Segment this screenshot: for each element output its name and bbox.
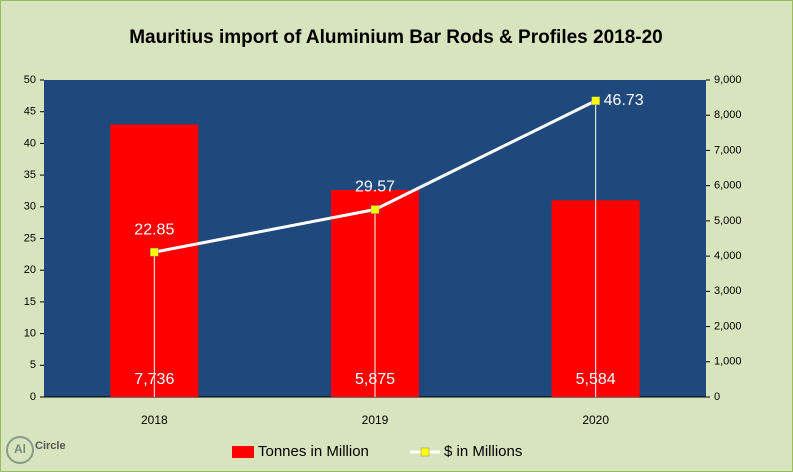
y-tick-label: 35 [24, 169, 36, 181]
y2-tick-label: 6,000 [714, 180, 742, 192]
x-tick-label: 2020 [582, 413, 609, 427]
y2-tick-label: 2,000 [714, 320, 742, 332]
y-tick-label: 15 [24, 296, 36, 308]
line-value-label: 22.85 [134, 221, 174, 238]
y2-tick-label: 0 [714, 391, 720, 403]
y-tick-label: 25 [24, 232, 36, 244]
y2-tick-label: 5,000 [714, 215, 742, 227]
logo-text: Circle [35, 440, 66, 452]
y-tick-label: 10 [24, 328, 36, 340]
legend-label: Tonnes in Million [258, 443, 369, 460]
line-value-label: 29.57 [355, 179, 395, 196]
chart-title: Mauritius import of Aluminium Bar Rods &… [129, 27, 663, 48]
logo-mark: Al [14, 442, 26, 456]
y-tick-label: 50 [24, 74, 36, 86]
line-marker [591, 96, 600, 105]
y2-tick-label: 4,000 [714, 250, 742, 262]
y2-tick-label: 9,000 [714, 74, 742, 86]
y-tick-label: 5 [30, 359, 36, 371]
y-tick-label: 0 [30, 391, 36, 403]
y-tick-label: 20 [24, 264, 36, 276]
y2-tick-label: 3,000 [714, 285, 742, 297]
y-tick-label: 40 [24, 137, 36, 149]
y2-tick-label: 1,000 [714, 356, 742, 368]
logo-circle [6, 436, 34, 464]
line-marker [370, 205, 380, 214]
y-tick-label: 30 [24, 201, 36, 213]
x-tick-label: 2019 [362, 413, 389, 427]
legend-label: $ in Millions [444, 443, 522, 460]
y2-tick-label: 7,000 [714, 144, 742, 156]
y-tick-label: 45 [24, 106, 36, 118]
x-tick-label: 2018 [141, 413, 168, 427]
y2-tick-label: 8,000 [714, 109, 742, 121]
legend-swatch [232, 446, 254, 458]
line-marker [150, 247, 159, 257]
line-value-label: 46.73 [604, 92, 644, 109]
legend-swatch-marker [420, 447, 430, 457]
